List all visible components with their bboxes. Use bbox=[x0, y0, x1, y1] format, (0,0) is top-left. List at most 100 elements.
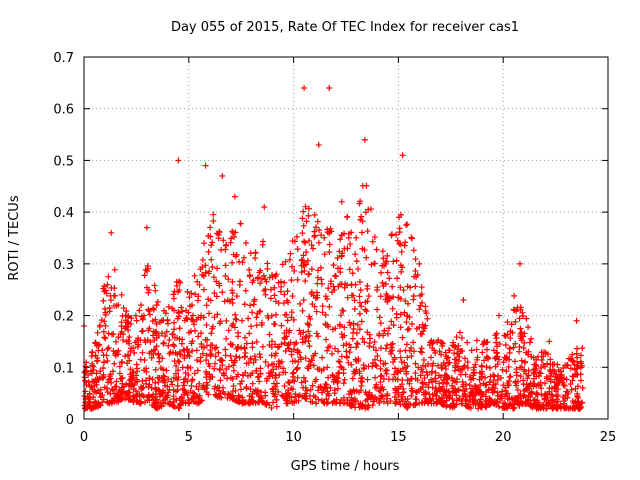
data-point bbox=[184, 352, 191, 359]
data-point bbox=[384, 330, 391, 337]
data-point bbox=[247, 356, 254, 363]
data-point bbox=[237, 220, 244, 227]
data-point bbox=[249, 309, 256, 316]
data-point bbox=[302, 278, 309, 285]
data-point bbox=[534, 404, 541, 411]
data-point bbox=[450, 339, 457, 346]
data-point bbox=[156, 354, 163, 361]
data-point bbox=[408, 392, 415, 399]
data-point bbox=[380, 398, 387, 405]
data-point bbox=[253, 314, 260, 321]
data-point bbox=[415, 364, 422, 371]
data-point bbox=[151, 337, 158, 344]
data-point bbox=[376, 314, 383, 321]
data-point bbox=[353, 344, 360, 351]
data-point bbox=[473, 337, 480, 344]
data-point bbox=[246, 330, 253, 337]
data-point bbox=[296, 327, 303, 334]
data-point bbox=[330, 262, 337, 269]
data-point bbox=[223, 317, 230, 324]
data-point bbox=[472, 397, 479, 404]
data-point bbox=[139, 349, 146, 356]
data-point bbox=[297, 331, 304, 338]
data-point bbox=[391, 393, 398, 400]
data-point bbox=[109, 398, 116, 405]
data-point bbox=[134, 343, 141, 350]
data-point bbox=[499, 366, 506, 373]
data-point bbox=[92, 399, 99, 406]
data-point bbox=[105, 344, 112, 351]
data-point bbox=[404, 396, 411, 403]
data-point bbox=[473, 356, 480, 363]
data-point bbox=[282, 258, 289, 265]
data-point bbox=[373, 246, 380, 253]
data-point bbox=[264, 260, 271, 267]
data-point bbox=[179, 336, 186, 343]
data-point bbox=[285, 379, 292, 386]
data-point bbox=[383, 258, 390, 265]
y-tick-label: 0.6 bbox=[53, 103, 74, 118]
data-point bbox=[325, 285, 332, 292]
data-point bbox=[379, 279, 386, 286]
data-point bbox=[356, 326, 363, 333]
data-point bbox=[401, 309, 408, 316]
data-point bbox=[229, 278, 236, 285]
data-point bbox=[137, 356, 144, 363]
data-point bbox=[143, 380, 150, 387]
data-point bbox=[199, 271, 206, 278]
data-point bbox=[480, 380, 487, 387]
data-point bbox=[472, 361, 479, 368]
data-point bbox=[366, 331, 373, 338]
data-point bbox=[308, 242, 315, 249]
data-point bbox=[237, 278, 244, 285]
data-point bbox=[284, 342, 291, 349]
data-point bbox=[336, 369, 343, 376]
data-point bbox=[341, 376, 348, 383]
data-point bbox=[197, 314, 204, 321]
data-point bbox=[178, 393, 185, 400]
data-point bbox=[501, 354, 508, 361]
data-point bbox=[357, 387, 364, 394]
data-point bbox=[219, 384, 226, 391]
data-point bbox=[300, 374, 307, 381]
data-point bbox=[475, 405, 482, 412]
data-point bbox=[95, 401, 102, 408]
data-point bbox=[512, 379, 519, 386]
data-point bbox=[257, 354, 264, 361]
data-point bbox=[491, 385, 498, 392]
data-point bbox=[231, 324, 238, 331]
data-point bbox=[354, 341, 361, 348]
data-point bbox=[288, 277, 295, 284]
data-point bbox=[239, 317, 246, 324]
data-point bbox=[347, 322, 354, 329]
data-point bbox=[331, 272, 338, 279]
data-point bbox=[160, 340, 167, 347]
data-point bbox=[209, 325, 216, 332]
data-point bbox=[247, 250, 254, 257]
data-point bbox=[357, 198, 364, 205]
data-point bbox=[229, 296, 236, 303]
data-point bbox=[504, 390, 511, 397]
data-point bbox=[203, 342, 210, 349]
data-point bbox=[419, 380, 426, 387]
data-point bbox=[390, 359, 397, 366]
data-point bbox=[528, 335, 535, 342]
data-point bbox=[273, 311, 280, 318]
data-point bbox=[364, 396, 371, 403]
data-point bbox=[421, 375, 428, 382]
data-point bbox=[376, 330, 383, 337]
data-point bbox=[391, 354, 398, 361]
data-point bbox=[362, 299, 369, 306]
data-point bbox=[328, 278, 335, 285]
data-point bbox=[247, 302, 254, 309]
data-point bbox=[577, 352, 584, 359]
data-point bbox=[526, 339, 533, 346]
data-point bbox=[363, 182, 370, 189]
data-point bbox=[301, 239, 308, 246]
data-point bbox=[146, 325, 153, 332]
data-point bbox=[105, 273, 112, 280]
data-point bbox=[453, 334, 460, 341]
data-point bbox=[358, 303, 365, 310]
data-point bbox=[396, 229, 403, 236]
data-point bbox=[97, 394, 104, 401]
